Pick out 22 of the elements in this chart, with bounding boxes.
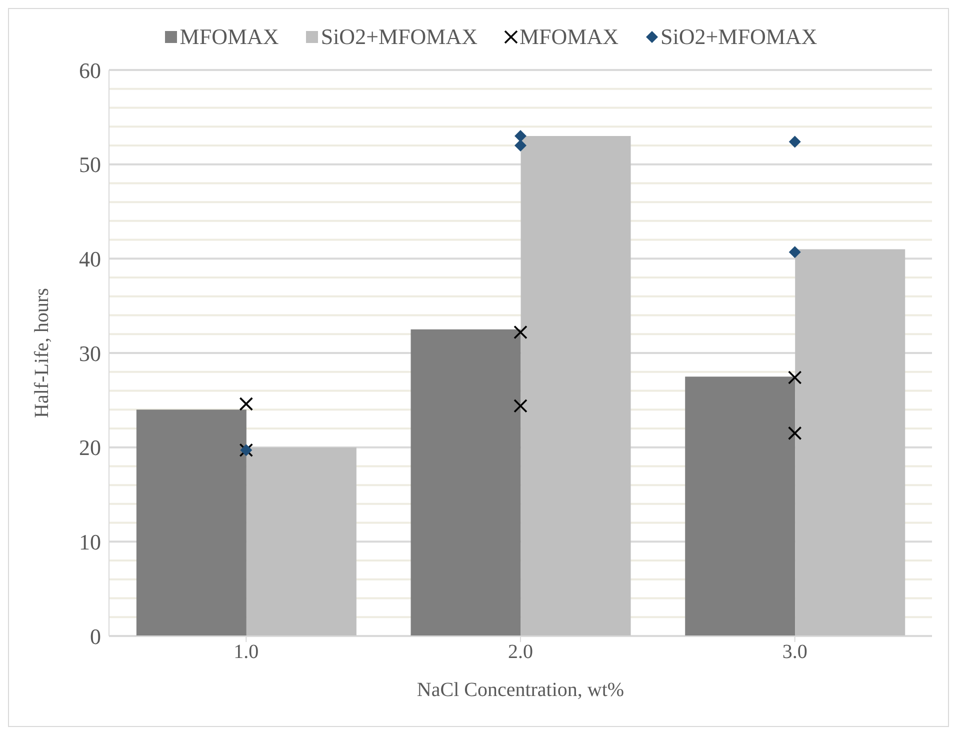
legend-label: MFOMAX — [180, 24, 279, 50]
y-tick-label: 60 — [79, 58, 101, 83]
bar — [685, 376, 796, 636]
legend-label: SiO2+MFOMAX — [320, 24, 478, 50]
bar — [136, 410, 246, 636]
y-tick-label: 0 — [90, 624, 101, 649]
bar — [246, 447, 356, 636]
bar — [410, 329, 521, 636]
bar — [520, 136, 631, 636]
legend-label: MFOMAX — [520, 24, 619, 50]
y-axis-title: Half-Life, hours — [31, 288, 54, 418]
y-tick-label: 10 — [79, 529, 101, 554]
y-tick-label: 30 — [79, 340, 101, 366]
bar — [795, 249, 906, 636]
y-tick-label: 40 — [79, 246, 101, 272]
y-tick-label: 20 — [79, 435, 101, 460]
x-tick-label: 3.0 — [782, 641, 808, 664]
y-tick-label: 50 — [79, 152, 101, 178]
legend-label: SiO2+MFOMAX — [660, 24, 818, 50]
x-axis-title: NaCl Concentration, wt% — [416, 679, 624, 701]
x-tick-label: 2.0 — [508, 641, 533, 664]
x-tick-label: 1.0 — [234, 641, 259, 664]
